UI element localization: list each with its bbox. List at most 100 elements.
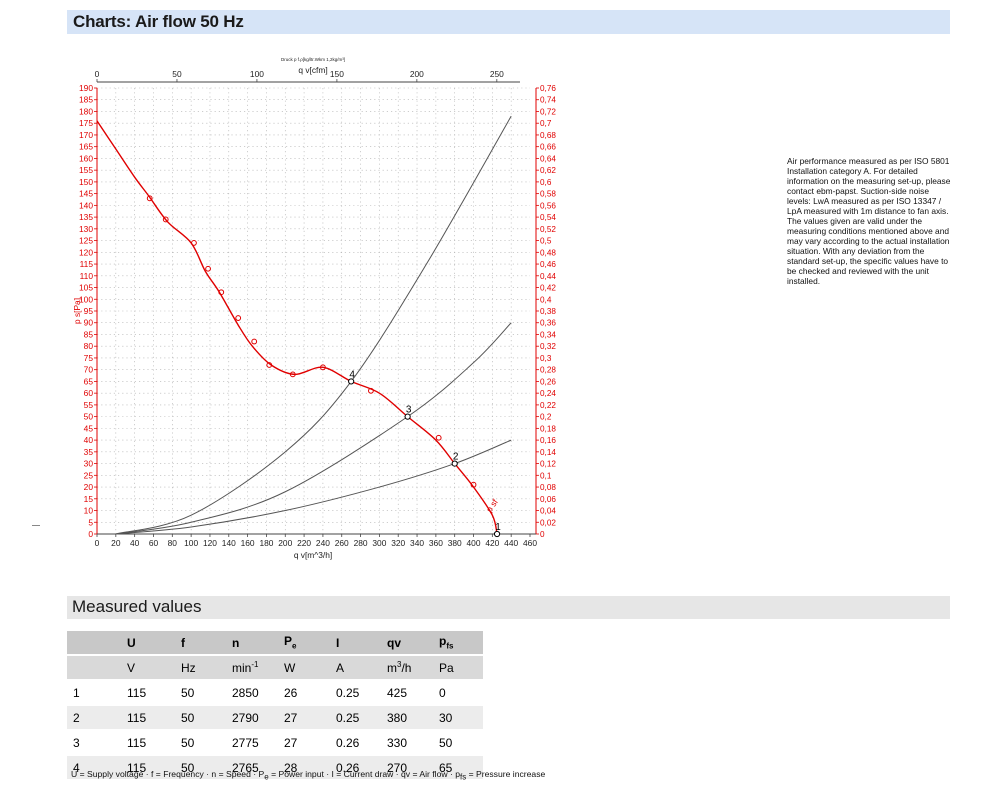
- table-cell: 0: [433, 680, 483, 706]
- y-tick-label: 135: [79, 212, 93, 222]
- header-cell-n: n: [226, 631, 278, 656]
- operating-point-label: 2: [453, 452, 459, 463]
- charts-title: Charts: Air flow 50 Hz: [73, 12, 244, 31]
- x-tick-label: 220: [297, 538, 311, 548]
- y-tick-label: 125: [79, 236, 93, 246]
- x-tick-label: 140: [222, 538, 236, 548]
- y2-tick-label: 0,66: [540, 143, 556, 152]
- table-cell: 27: [278, 705, 330, 731]
- y-tick-label: 95: [84, 306, 94, 316]
- y2-tick-label: 0,26: [540, 377, 556, 386]
- table-cell: 0.25: [330, 705, 381, 731]
- x-tick-label: 300: [372, 538, 386, 548]
- table-cell: 50: [433, 730, 483, 756]
- y-tick-label: 140: [79, 200, 93, 210]
- y2-tick-label: 0,68: [540, 131, 556, 140]
- y2-tick-label: 0,7: [540, 119, 552, 128]
- y2-tick-label: 0,04: [540, 507, 556, 516]
- table-cell: 115: [121, 755, 175, 781]
- y-tick-label: 165: [79, 142, 93, 152]
- y2-tick-label: 0,64: [540, 154, 556, 163]
- fan-curve-marker: [368, 387, 374, 394]
- x-tick-label: 180: [259, 538, 273, 548]
- operating-point-label: 3: [406, 405, 412, 416]
- table-cell: 115: [121, 680, 175, 706]
- x-tick-label: 400: [467, 538, 481, 548]
- unit-cell-n: min-1: [226, 655, 278, 681]
- measured-values-title: Measured values: [72, 597, 202, 616]
- y2-tick-label: 0: [540, 530, 545, 539]
- y2-tick-label: 0,52: [540, 225, 556, 234]
- y-tick-label: 0: [88, 529, 93, 539]
- y-tick-label: 75: [84, 353, 94, 363]
- operating-point-3: [404, 413, 411, 420]
- x2-tick-label: 150: [330, 69, 344, 79]
- y-tick-label: 60: [84, 388, 94, 398]
- y-tick-label: 65: [84, 376, 94, 386]
- chart-subtitle: Druck p f.ρ[kg/ltr.Wkm 1,2kg/m³]: [281, 57, 345, 62]
- y2-tick-label: 0,16: [540, 436, 556, 445]
- operating-point-1: [493, 530, 501, 538]
- table-row: 1 115 50 2850 26 0.25 425 0: [67, 680, 483, 706]
- y-tick-label: 110: [80, 271, 94, 281]
- x-tick-label: 240: [316, 538, 330, 548]
- y2-tick-label: 0,72: [540, 107, 556, 116]
- table-cell: 50: [175, 705, 226, 731]
- header-cell-Pe: Pe: [278, 631, 330, 656]
- operating-point-2: [451, 460, 458, 467]
- header-cell-f: f: [175, 631, 226, 656]
- y-tick-label: 180: [79, 106, 93, 116]
- y2-tick-label: 0,1: [540, 471, 552, 480]
- table-cell: 65: [433, 755, 483, 781]
- fan-curve-marker: [235, 315, 242, 321]
- y-axis-title: p s[Pa]: [72, 298, 82, 324]
- fan-curve-marker: [146, 195, 153, 202]
- y2-tick-label: 0,54: [540, 213, 556, 222]
- y2-tick-label: 0,2: [540, 413, 552, 422]
- table-row: 3 115 50 2775 27 0.26 330 50: [67, 730, 483, 756]
- table-cell: 50: [175, 680, 226, 706]
- y-tick-label: 130: [79, 224, 93, 234]
- table-cell: 0.26: [330, 730, 381, 756]
- table-cell: 50: [175, 755, 226, 781]
- y2-tick-label: 0,38: [540, 307, 556, 316]
- table-cell: 330: [381, 730, 433, 756]
- y2-tick-label: 0,28: [540, 366, 556, 375]
- table-cell: 115: [121, 730, 175, 756]
- y2-tick-label: 0,06: [540, 495, 556, 504]
- y-tick-label: 160: [79, 153, 93, 163]
- unit-cell-I: A: [330, 655, 381, 681]
- y2-tick-label: 0,44: [540, 272, 556, 281]
- y-tick-label: 100: [79, 294, 93, 304]
- y2-tick-label: 0,24: [540, 389, 556, 398]
- y2-tick-label: 0,36: [540, 319, 556, 328]
- unit-cell-pfs: Pa: [433, 655, 483, 681]
- y2-tick-label: 0,58: [540, 190, 556, 199]
- x2-tick-label: 250: [490, 69, 504, 79]
- y2-tick-label: 0,62: [540, 166, 556, 175]
- table-cell: 270: [381, 755, 433, 781]
- unit-cell-U: V: [121, 655, 175, 681]
- table-cell: 27: [278, 730, 330, 756]
- fan-curve: [96, 120, 498, 535]
- x-tick-label: 420: [485, 538, 499, 548]
- operating-point-4: [348, 378, 355, 385]
- x-tick-label: 120: [203, 538, 217, 548]
- table-cell: 2850: [226, 680, 278, 706]
- y2-tick-label: 0,6: [540, 178, 552, 187]
- x-tick-label: 460: [523, 538, 537, 548]
- table-cell: 0.26: [330, 755, 381, 781]
- y-tick-label: 120: [79, 247, 93, 257]
- y2-tick-label: 0,56: [540, 201, 556, 210]
- y-tick-label: 50: [84, 412, 94, 422]
- fan-curve-marker: [191, 240, 197, 246]
- table-cell: 380: [381, 705, 433, 731]
- system-curve-2: [115, 439, 512, 535]
- y2-tick-label: 0,32: [540, 342, 556, 351]
- x-tick-label: 320: [391, 538, 405, 548]
- header-cell-U: U: [121, 631, 175, 656]
- fan-curve-marker: [251, 338, 258, 345]
- fan-curve-label: p sf: [484, 497, 500, 514]
- x-tick-label: 0: [95, 538, 100, 548]
- table-units-row: V Hz min-1 W A m3/h Pa: [67, 655, 483, 681]
